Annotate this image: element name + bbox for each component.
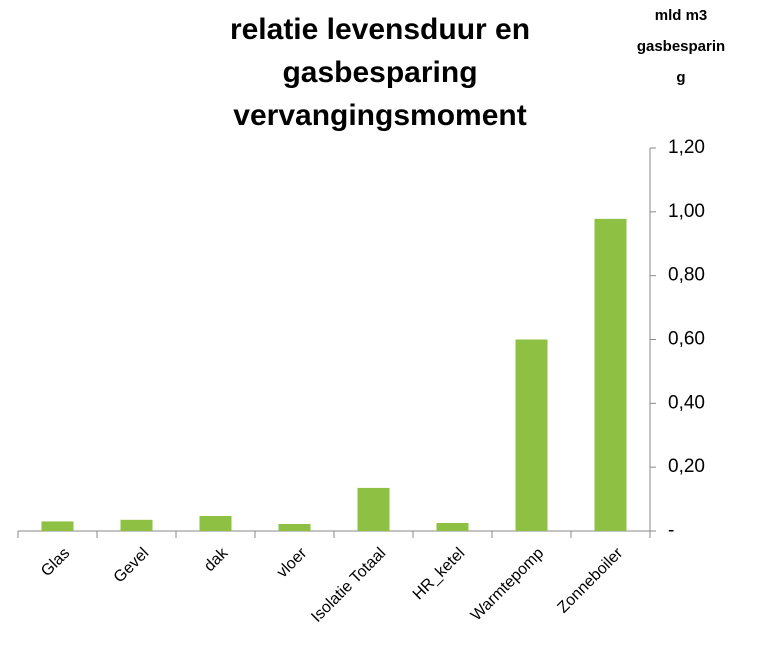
bar — [515, 339, 548, 531]
x-tick-label: Zonneboiler — [555, 544, 627, 616]
y-axis-label: mld m3 — [655, 7, 708, 24]
x-tick-label: Glas — [38, 545, 73, 580]
x-tick-label: vloer — [274, 544, 311, 581]
y-tick-label: 1,00 — [668, 201, 705, 222]
bar — [120, 519, 153, 531]
bar — [594, 218, 627, 532]
y-tick-label: - — [668, 520, 674, 541]
bar — [436, 523, 469, 531]
chart-title: relatie levensduur en — [230, 13, 530, 46]
x-tick-label: Warmtepomp — [468, 545, 548, 625]
x-tick-label: HR_ketel — [410, 545, 469, 604]
y-tick-label: 1,20 — [668, 137, 705, 158]
x-tick-label: Gevel — [111, 545, 153, 587]
x-tick-label: Isolatie Totaal — [308, 545, 389, 626]
y-tick-label: 0,40 — [668, 392, 705, 413]
bar — [278, 523, 311, 531]
bar — [199, 515, 232, 531]
y-axis-label: gasbesparin — [637, 38, 725, 55]
y-tick-label: 0,80 — [668, 265, 705, 286]
y-tick-label: 0,20 — [668, 456, 705, 477]
chart-title: vervangingsmoment — [233, 99, 526, 132]
bar — [357, 487, 390, 531]
y-axis-label: g — [676, 69, 685, 86]
bar — [41, 521, 74, 531]
chart-title: gasbesparing — [282, 56, 477, 89]
y-tick-label: 0,60 — [668, 329, 705, 350]
x-tick-label: dak — [201, 544, 232, 575]
